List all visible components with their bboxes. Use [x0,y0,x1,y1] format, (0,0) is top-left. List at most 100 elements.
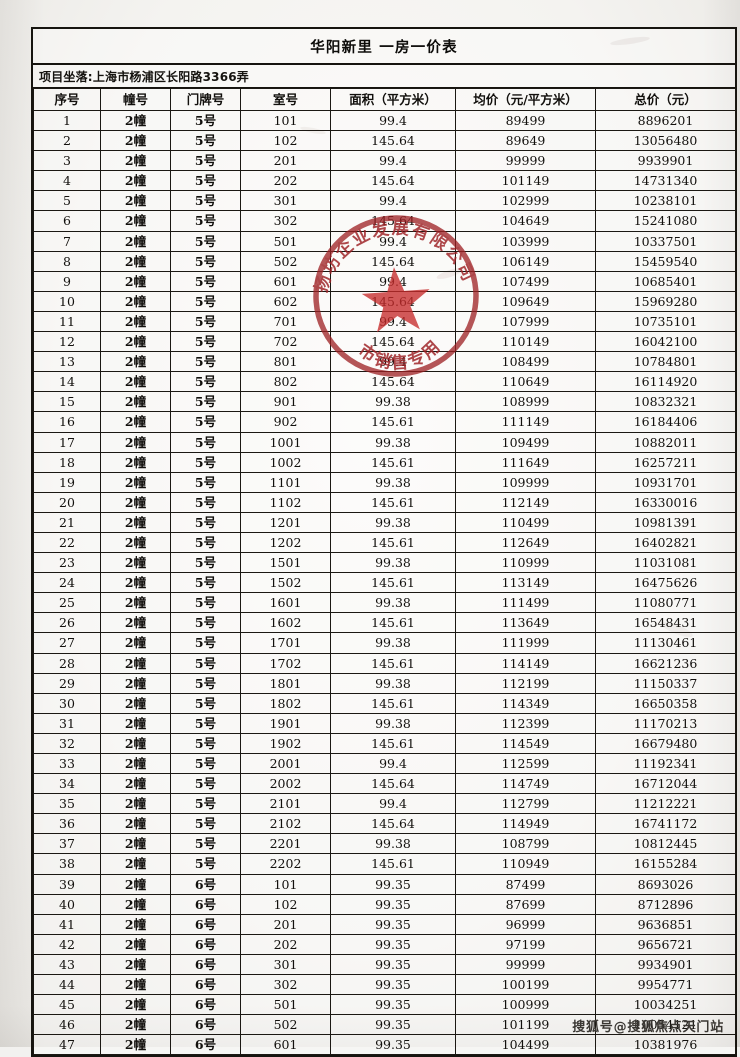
cell-unit-price: 96999 [455,913,596,935]
cell-room: 1602 [240,612,331,634]
cell-room: 102 [240,130,331,152]
cell-unit-price: 104649 [455,210,596,232]
cell-door: 5号 [170,109,241,132]
cell-index: 15 [33,391,101,413]
cell-building: 2幢 [100,270,171,292]
cell-unit-price: 114549 [455,732,596,755]
cell-index: 36 [33,813,101,835]
cell-total-price: 16712044 [595,773,736,795]
cell-building: 2幢 [100,692,171,714]
cell-unit-price: 108799 [455,833,596,855]
cell-building: 2幢 [100,1034,171,1056]
table-row: 45 2幢 6号 501 99.35 100999 10034251 [33,994,736,1016]
cell-unit-price: 87699 [455,893,596,915]
cell-building: 2幢 [100,572,171,594]
table-row: 41 2幢 6号 201 99.35 96999 9636851 [33,913,736,935]
cell-unit-price: 113149 [455,572,596,594]
cell-total-price: 15459540 [595,250,736,272]
cell-door: 5号 [170,451,241,473]
cell-unit-price: 107999 [455,310,596,333]
cell-building: 2幢 [100,552,171,574]
cell-building: 2幢 [100,1014,171,1036]
cell-total-price: 16330016 [595,491,736,513]
cell-total-price: 9939901 [595,150,736,172]
table-row: 7 2幢 5号 501 99.4 103999 10337501 [33,230,736,252]
cell-total-price: 10832321 [595,391,736,413]
cell-door: 5号 [170,692,241,714]
cell-total-price: 9636851 [595,913,736,935]
cell-total-price: 13056480 [595,130,736,152]
cell-index: 33 [33,752,101,775]
cell-building: 2幢 [100,933,171,955]
cell-area: 145.64 [330,250,456,272]
cell-building: 2幢 [100,813,171,835]
cell-unit-price: 114749 [455,773,596,795]
cell-total-price: 10337501 [595,230,736,252]
cell-door: 5号 [170,270,241,292]
cell-index: 26 [33,612,101,634]
table-row: 40 2幢 6号 102 99.35 87699 8712896 [33,893,736,915]
cell-area: 99.4 [330,109,456,132]
cell-index: 23 [33,552,101,574]
cell-unit-price: 103999 [455,230,596,252]
cell-index: 27 [33,632,101,654]
cell-index: 10 [33,290,101,312]
cell-index: 1 [33,109,101,132]
cell-building: 2幢 [100,109,171,132]
table-row: 13 2幢 5号 801 99.4 108499 10784801 [33,351,736,373]
cell-room: 901 [240,391,331,413]
cell-area: 145.64 [330,130,456,152]
cell-building: 2幢 [100,150,171,172]
cell-building: 2幢 [100,833,171,855]
cell-unit-price: 112599 [455,752,596,775]
cell-room: 1201 [240,511,331,533]
cell-building: 2幢 [100,310,171,333]
cell-building: 2幢 [100,391,171,413]
cell-unit-price: 111149 [455,411,596,433]
cell-total-price: 10034251 [595,994,736,1016]
cell-unit-price: 108499 [455,351,596,373]
cell-total-price: 11080771 [595,592,736,614]
cell-building: 2幢 [100,793,171,815]
cell-total-price: 10931701 [595,471,736,493]
cell-door: 5号 [170,170,241,192]
project-address-row: 项目坐落: 上海市杨浦区长阳路3366弄 [33,65,735,88]
cell-door: 6号 [170,913,241,935]
cell-total-price: 8896201 [595,109,736,132]
table-row: 2 2幢 5号 102 145.64 89649 13056480 [33,130,736,152]
table-row: 26 2幢 5号 1602 145.61 113649 16548431 [33,612,736,634]
table-row: 10 2幢 5号 602 145.64 109649 15969280 [33,290,736,312]
cell-index: 5 [33,190,101,212]
cell-building: 2幢 [100,752,171,775]
column-header-door: 门牌号 [170,88,241,111]
table-row: 36 2幢 5号 2102 145.64 114949 16741172 [33,813,736,835]
cell-index: 32 [33,732,101,755]
table-row: 11 2幢 5号 701 99.4 107999 10735101 [33,310,736,333]
cell-total-price: 9954771 [595,974,736,996]
cell-building: 2幢 [100,873,171,895]
cell-building: 2幢 [100,612,171,634]
cell-total-price: 16155284 [595,853,736,875]
cell-building: 2幢 [100,531,171,554]
table-header: 序号 幢号 门牌号 室号 面积（平方米） 均价（元/平方米） 总价（元） [33,88,736,111]
table-row: 44 2幢 6号 302 99.35 100199 9954771 [33,974,736,996]
cell-area: 99.38 [330,471,456,493]
cell-unit-price: 112199 [455,672,596,694]
cell-index: 44 [33,974,101,996]
cell-area: 145.64 [330,773,456,795]
cell-room: 1601 [240,592,331,614]
cell-area: 99.38 [330,592,456,614]
cell-area: 99.35 [330,974,456,996]
cell-door: 5号 [170,732,241,755]
cell-area: 145.61 [330,531,456,554]
cell-index: 3 [33,150,101,172]
cell-total-price: 16042100 [595,331,736,353]
table-row: 30 2幢 5号 1802 145.61 114349 16650358 [33,692,736,714]
cell-index: 29 [33,672,101,694]
cell-room: 502 [240,1014,331,1036]
cell-room: 601 [240,1034,331,1056]
cell-building: 2幢 [100,712,171,734]
table-row: 12 2幢 5号 702 145.64 110149 16042100 [33,331,736,353]
cell-door: 5号 [170,491,241,513]
cell-door: 5号 [170,612,241,634]
